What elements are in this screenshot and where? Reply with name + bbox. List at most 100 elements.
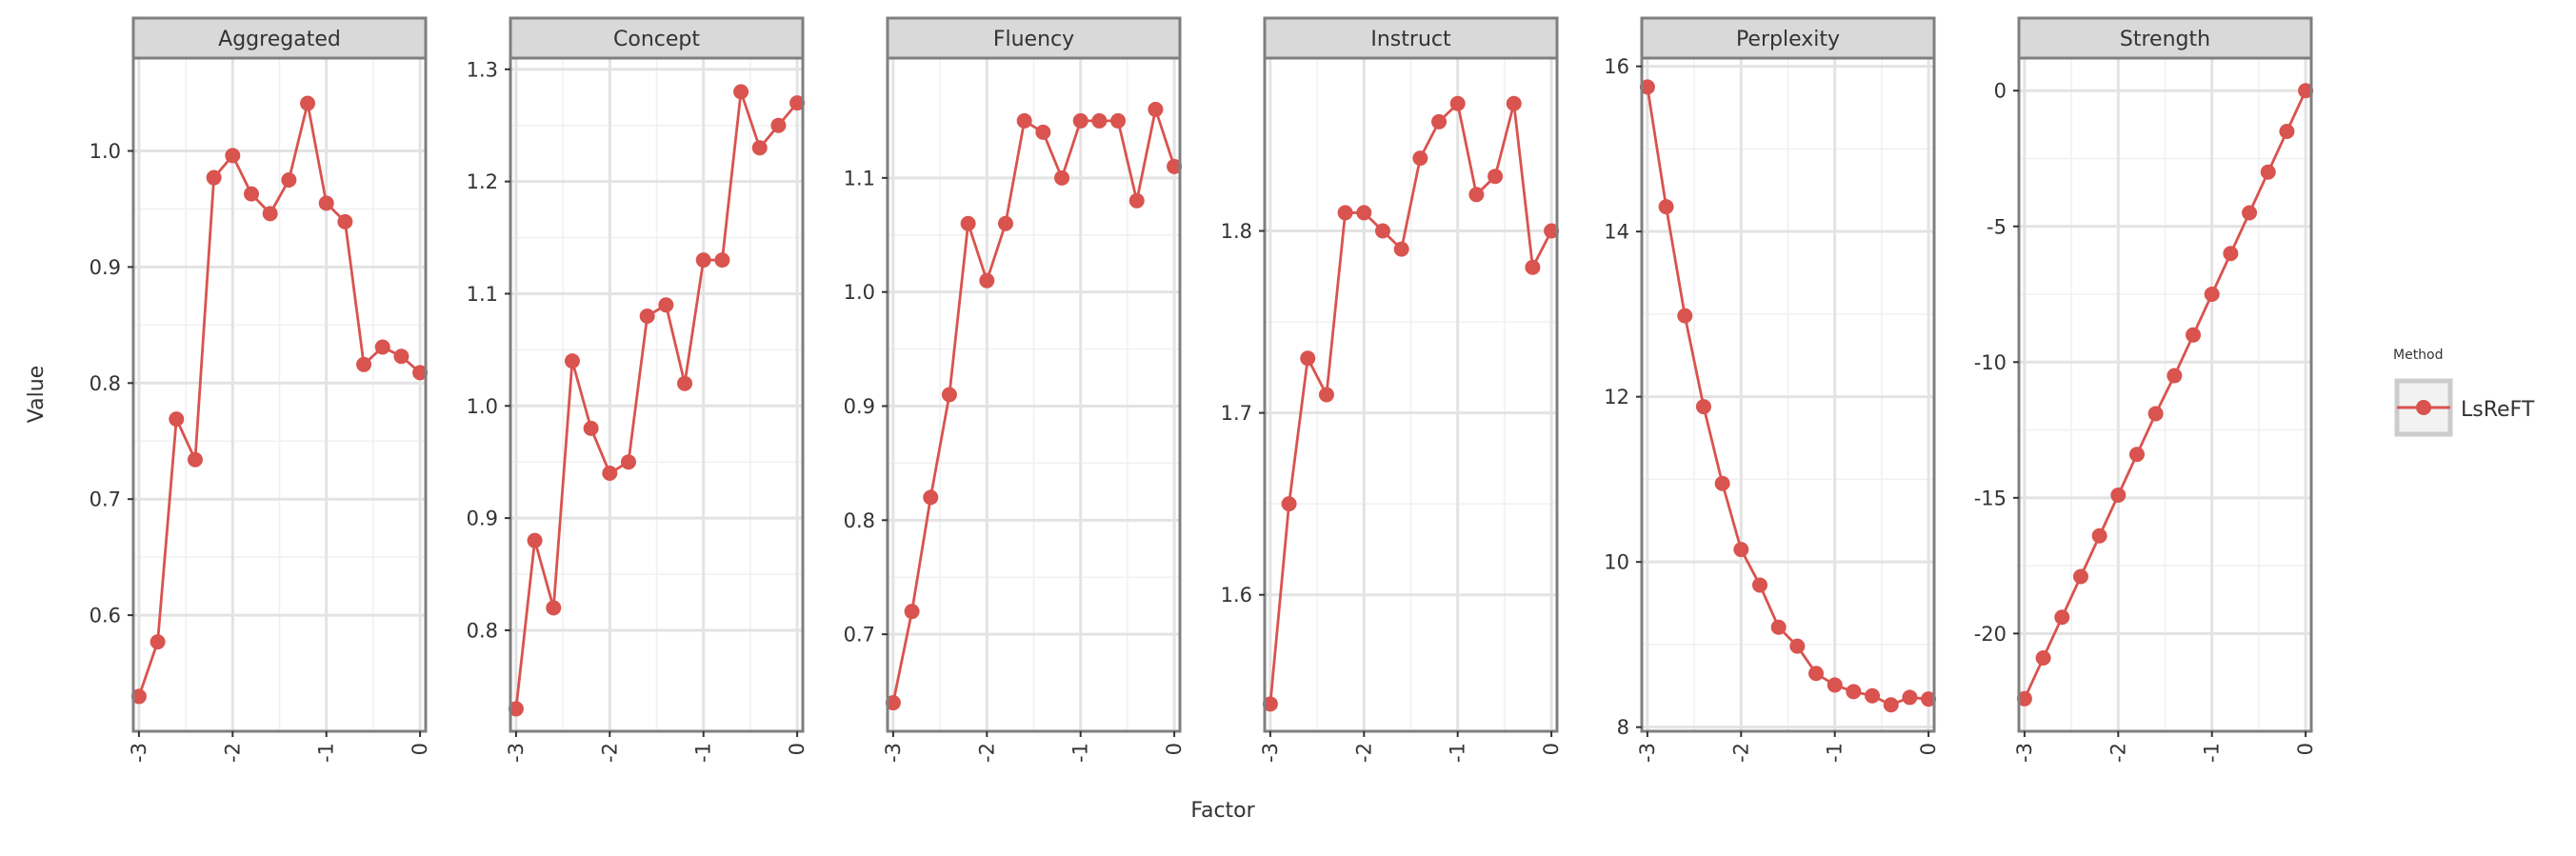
data-point xyxy=(2072,568,2088,585)
x-tick-label: 0 xyxy=(1917,743,1940,755)
x-tick-label: -2 xyxy=(598,743,621,763)
y-tick-label: -5 xyxy=(1987,215,2007,238)
data-point xyxy=(1412,150,1428,167)
y-tick-label: 0.7 xyxy=(844,624,875,647)
facet-strip xyxy=(886,16,1182,60)
facet-strip-label: Concept xyxy=(613,28,700,51)
data-point xyxy=(1167,158,1183,174)
series-line xyxy=(2023,90,2307,700)
y-axis-title: Value xyxy=(25,366,49,423)
data-point xyxy=(2298,83,2314,99)
data-point xyxy=(1148,101,1164,117)
data-point xyxy=(1733,542,1749,558)
x-tick-label: -2 xyxy=(1729,743,1752,763)
legend-title: Method xyxy=(2393,348,2444,363)
data-point xyxy=(187,451,203,468)
data-point xyxy=(2167,368,2183,384)
data-point xyxy=(1054,169,1070,186)
legend: Method LsReFT xyxy=(2393,348,2535,437)
data-point xyxy=(1016,112,1032,129)
facet-strip xyxy=(1263,16,1559,60)
x-tick-label: 0 xyxy=(409,743,431,755)
data-point xyxy=(1846,684,1862,700)
data-point xyxy=(789,95,806,111)
data-point xyxy=(206,169,222,186)
y-tick-label: 0.7 xyxy=(90,488,121,511)
facet-strip-label: Instruct xyxy=(1370,28,1451,51)
data-point xyxy=(508,701,524,717)
data-point xyxy=(1431,113,1448,129)
data-point xyxy=(281,171,297,188)
data-point xyxy=(2091,528,2107,544)
data-point xyxy=(733,84,749,100)
x-tick-label: -3 xyxy=(505,743,528,763)
panel-perplexity: Perplexity 8 10 12 14 16 -3 -2 -1 0 xyxy=(1604,16,1940,763)
y-tick-label: -10 xyxy=(1974,351,2007,374)
x-tick-label: -3 xyxy=(2013,743,2036,763)
data-point xyxy=(1356,205,1372,221)
y-tick-label: 1.6 xyxy=(1221,584,1252,607)
data-point xyxy=(564,353,580,369)
x-tick-label: -2 xyxy=(221,743,244,763)
y-tick-label: 0.8 xyxy=(844,509,875,532)
series-line xyxy=(137,102,422,697)
x-tick-label: -3 xyxy=(882,743,905,763)
x-tick-label: -1 xyxy=(692,743,715,763)
y-tick-label: 1.7 xyxy=(1221,402,1252,425)
legend-entry-label: LsReFT xyxy=(2461,398,2535,422)
data-point xyxy=(1488,169,1504,185)
data-point xyxy=(620,454,636,470)
data-point xyxy=(941,387,957,403)
x-tick-label: -1 xyxy=(1447,743,1469,763)
data-point xyxy=(2186,327,2202,343)
x-tick-label: -2 xyxy=(2107,743,2129,763)
data-point xyxy=(1695,399,1711,415)
data-point xyxy=(2260,164,2276,180)
panel-instruct: Instruct 1.6 1.7 1.8 -3 -2 -1 0 xyxy=(1221,16,1563,763)
x-axis-title: Factor xyxy=(1190,799,1255,823)
y-tick-label: 1.8 xyxy=(1221,220,1252,243)
data-point xyxy=(169,411,185,428)
y-tick-label: 8 xyxy=(1617,716,1629,739)
data-point xyxy=(546,600,562,616)
facet-strip xyxy=(2017,16,2313,60)
data-point xyxy=(130,688,147,705)
data-point xyxy=(225,148,241,164)
y-tick-label: 1.0 xyxy=(467,395,498,418)
x-tick-label: 0 xyxy=(1163,743,1186,755)
data-point xyxy=(639,309,655,325)
facet-strip xyxy=(509,16,805,60)
y-tick-label: 0.8 xyxy=(467,619,498,642)
data-point xyxy=(243,186,259,202)
y-tick-label: 1.3 xyxy=(467,58,498,81)
data-point xyxy=(337,213,353,229)
x-tick-label: 0 xyxy=(1540,743,1563,755)
y-tick-label: 0.8 xyxy=(90,372,121,395)
facet-strip-label: Aggregated xyxy=(218,28,341,51)
y-tick-label: 1.1 xyxy=(467,283,498,306)
data-point xyxy=(2128,447,2145,463)
y-tick-label: 0.9 xyxy=(90,256,121,279)
data-point xyxy=(1883,697,1899,713)
panel-concept: Concept 0.8 0.9 1.0 1.1 1.2 1.3 -3 -2 -1 0 xyxy=(467,16,809,763)
data-point xyxy=(150,634,166,650)
data-point xyxy=(1525,259,1541,275)
data-point xyxy=(904,604,920,620)
x-tick-label: -3 xyxy=(1259,743,1282,763)
series-line xyxy=(1646,87,1929,707)
x-tick-label: -3 xyxy=(1636,743,1659,763)
data-point xyxy=(374,339,390,355)
data-point xyxy=(1262,696,1278,712)
data-point xyxy=(393,348,409,365)
x-tick-label: 0 xyxy=(786,743,809,755)
y-tick-label: 0.9 xyxy=(844,395,875,418)
data-point xyxy=(960,215,976,231)
x-tick-label: 0 xyxy=(2294,743,2317,755)
x-tick-label: -2 xyxy=(1352,743,1375,763)
x-tick-label: -1 xyxy=(315,743,338,763)
data-point xyxy=(979,272,995,289)
y-tick-label: 0.9 xyxy=(467,508,498,530)
